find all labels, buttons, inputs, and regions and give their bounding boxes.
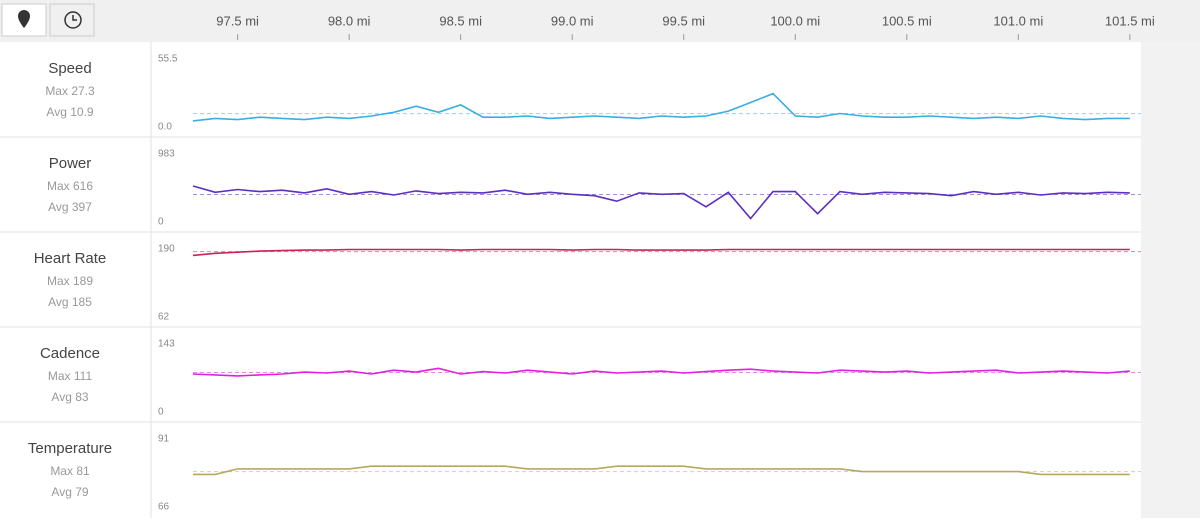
label-column [0,42,151,518]
time-button[interactable] [49,3,95,37]
y-tick-label: 143 [158,339,175,350]
max-stat: Max 189 [47,274,93,288]
y-tick-label: 91 [158,434,170,445]
clock-hands [72,15,77,21]
x-tick-label: 97.5 mi [216,13,259,28]
x-tick-label: 101.5 mi [1105,13,1155,28]
x-tick-label: 98.0 mi [328,13,371,28]
avg-stat: Avg 397 [48,200,92,214]
series-line [192,92,1130,122]
y-tick-label: 0 [158,217,164,228]
series-name: Power [49,155,92,172]
pin-icon [18,10,30,28]
y-tick-label: 62 [158,312,170,323]
series-name: Cadence [40,345,100,362]
y-tick-label: 983 [158,149,175,160]
max-stat: Max 111 [48,369,93,383]
x-tick-label: 99.0 mi [551,13,594,28]
clock-icon [64,11,82,29]
max-stat: Max 616 [47,179,93,193]
avg-stat: Avg 79 [51,485,88,499]
y-tick-label: 66 [158,502,170,513]
series-line [192,367,1130,377]
y-tick-label: 0.0 [158,122,172,133]
x-tick-label: 99.5 mi [662,13,705,28]
x-tick-label: 100.5 mi [882,13,932,28]
y-tick-label: 55.5 [158,54,178,65]
top-bar [0,0,1200,42]
series-line [192,248,1130,257]
x-tick-label: 101.0 mi [993,13,1043,28]
y-tick-label: 190 [158,244,175,255]
avg-stat: Avg 83 [51,390,88,404]
right-gutter [1141,42,1200,518]
x-tick-label: 100.0 mi [770,13,820,28]
avg-stat: Avg 10.9 [46,105,93,119]
y-tick-label: 0 [158,407,164,418]
max-stat: Max 81 [50,464,90,478]
series-name: Temperature [28,440,112,457]
avg-stat: Avg 185 [48,295,92,309]
series-name: Speed [48,60,91,77]
series-name: Heart Rate [34,250,107,267]
max-stat: Max 27.3 [45,84,95,98]
series-line [193,465,1130,476]
x-tick-label: 98.5 mi [439,13,482,28]
series-line [192,185,1130,220]
